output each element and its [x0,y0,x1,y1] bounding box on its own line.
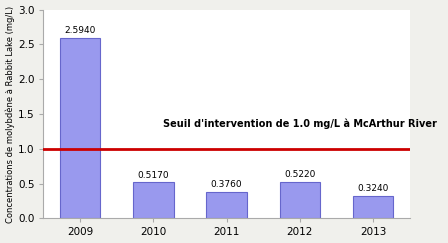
Bar [134,182,173,218]
Y-axis label: Concentrations de molybdène à Rabbit Lake (mg/L): Concentrations de molybdène à Rabbit Lak… [5,5,15,223]
Text: 0.3240: 0.3240 [357,184,389,193]
Bar [60,38,100,218]
Text: 2.5940: 2.5940 [65,26,96,35]
Text: 0.3760: 0.3760 [211,181,242,190]
Text: 0.5170: 0.5170 [138,171,169,180]
Text: Seuil d'intervention de 1.0 mg/L à McArthur River: Seuil d'intervention de 1.0 mg/L à McArt… [163,119,437,129]
Text: 0.5220: 0.5220 [284,170,315,179]
Bar [353,196,393,218]
Bar [280,182,320,218]
Bar [207,192,247,218]
